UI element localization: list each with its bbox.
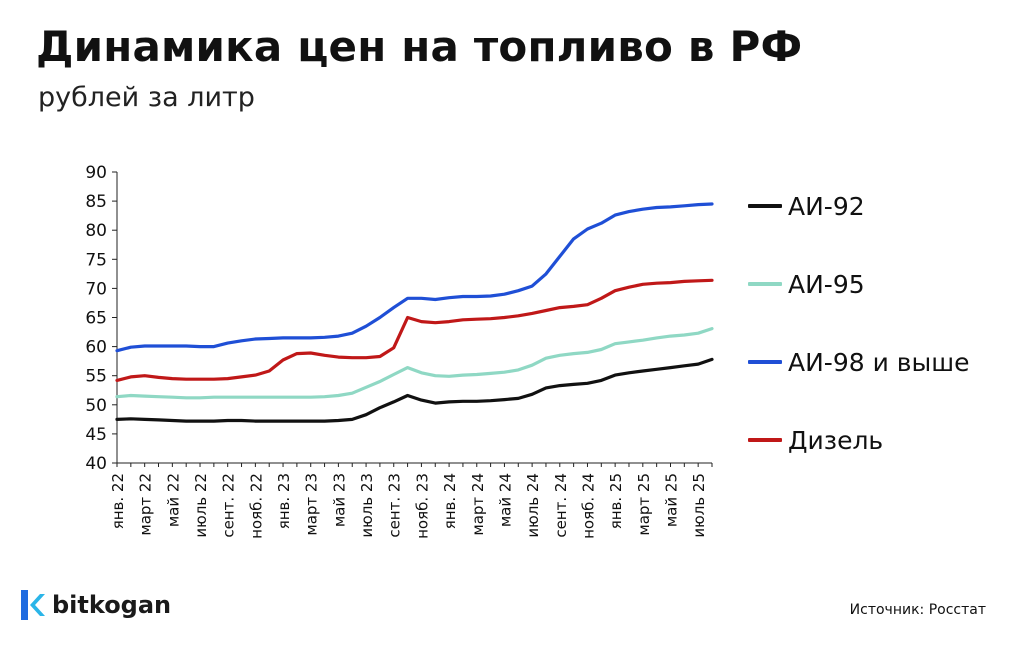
x-tick-label: март 24 — [469, 473, 487, 536]
brand-logo: bitkogan — [18, 588, 171, 622]
x-tick-label: сент. 24 — [552, 473, 570, 538]
legend-label-diesel: Дизель — [788, 425, 884, 455]
x-tick-label: сент. 22 — [220, 473, 238, 538]
x-tick-label: янв. 24 — [441, 473, 459, 529]
x-tick-label: июль 24 — [524, 473, 542, 538]
y-tick-label: 50 — [85, 396, 107, 416]
x-tick-label: сент. 23 — [386, 473, 404, 538]
series-line-ai98 — [115, 202, 714, 353]
x-tick-label: янв. 25 — [607, 473, 625, 529]
y-tick-label: 80 — [85, 221, 107, 241]
legend-label-ai92: АИ-92 — [788, 191, 865, 221]
series-line-diesel — [115, 278, 714, 382]
x-tick-label: март 22 — [137, 473, 155, 536]
legend-swatch-ai98 — [748, 360, 782, 364]
brand-name: bitkogan — [52, 591, 172, 619]
legend-item-ai95: АИ-95 — [748, 264, 1008, 304]
legend-item-ai92: АИ-92 — [748, 186, 1008, 226]
x-axis: янв. 22 март 22 май 22 июль 22 сент. 22 нояб.… — [109, 462, 713, 539]
legend-swatch-diesel — [748, 438, 782, 442]
x-tick-label: нояб. 22 — [247, 473, 265, 539]
y-tick-label: 65 — [85, 309, 107, 329]
y-tick-label: 45 — [85, 425, 107, 445]
y-tick-label: 60 — [85, 338, 107, 358]
y-axis: 40 45 50 55 60 65 70 75 80 85 90 — [85, 163, 118, 474]
legend-label-ai95: АИ-95 — [788, 269, 865, 299]
legend-item-ai98: АИ-98 и выше — [748, 342, 1008, 382]
x-tick-label: март 23 — [303, 473, 321, 536]
y-tick-label: 85 — [85, 192, 107, 212]
x-tick-label: июль 25 — [690, 473, 708, 538]
chart-title: Динамика цен на топливо в РФ — [36, 22, 803, 71]
x-tick-label: май 24 — [496, 473, 514, 527]
legend-item-diesel: Дизель — [748, 420, 1008, 460]
x-tick-label: май 23 — [330, 473, 348, 527]
series-line-ai92 — [115, 357, 714, 423]
x-tick-label: июль 23 — [358, 473, 376, 538]
series-layer — [115, 202, 714, 423]
series-line-ai95 — [115, 327, 714, 400]
x-tick-label: март 25 — [635, 473, 653, 536]
x-tick-label: нояб. 23 — [413, 473, 431, 539]
source-note: Источник: Росстат — [849, 602, 986, 618]
legend-swatch-ai95 — [748, 282, 782, 286]
y-tick-label: 70 — [85, 279, 107, 299]
y-tick-label: 55 — [85, 367, 107, 387]
chart-subtitle: рублей за литр — [38, 82, 255, 113]
legend-label-ai98: АИ-98 и выше — [788, 347, 970, 377]
x-tick-label: янв. 22 — [109, 473, 127, 529]
x-tick-label: янв. 23 — [275, 473, 293, 529]
x-tick-label: май 25 — [662, 473, 680, 527]
y-tick-label: 90 — [85, 163, 107, 183]
legend-swatch-ai92 — [748, 204, 782, 208]
x-tick-label: май 22 — [164, 473, 182, 527]
bitkogan-logo-icon — [21, 590, 45, 620]
x-tick-label: июль 22 — [192, 473, 210, 538]
y-tick-label: 75 — [85, 250, 107, 270]
y-tick-label: 40 — [85, 454, 107, 474]
x-tick-label: нояб. 24 — [579, 473, 597, 539]
